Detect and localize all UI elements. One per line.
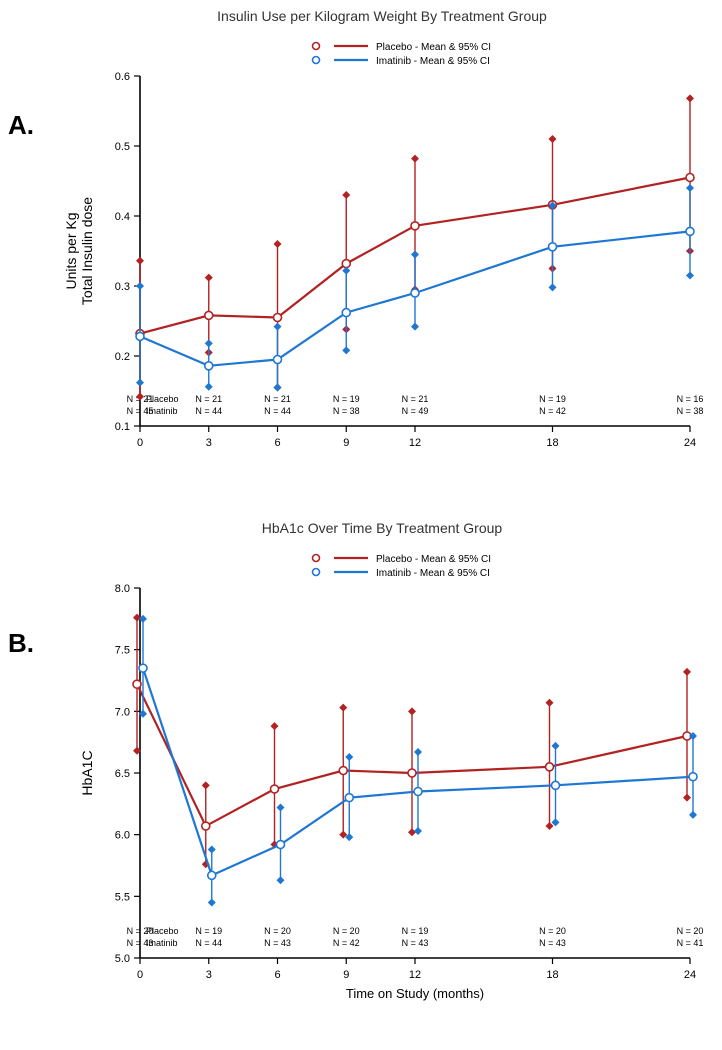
page: A. Insulin Use per Kilogram Weight By Tr… (0, 0, 722, 1050)
svg-text:N = 43: N = 43 (402, 938, 429, 948)
chart-b-wrap: HbA1c Over Time By Treatment Group 5.05.… (52, 520, 712, 1040)
svg-text:7.0: 7.0 (115, 706, 130, 718)
svg-text:12: 12 (409, 969, 421, 981)
svg-text:Placebo - Mean & 95% CI: Placebo - Mean & 95% CI (376, 554, 491, 565)
svg-text:9: 9 (343, 969, 349, 981)
chart-a-wrap: Insulin Use per Kilogram Weight By Treat… (52, 8, 712, 508)
svg-text:0.3: 0.3 (115, 281, 130, 293)
svg-text:6.0: 6.0 (115, 830, 130, 842)
svg-text:5.5: 5.5 (115, 891, 130, 903)
svg-text:N = 43: N = 43 (127, 938, 154, 948)
svg-text:12: 12 (409, 437, 421, 449)
svg-text:3: 3 (206, 437, 212, 449)
svg-text:N = 45: N = 45 (127, 406, 154, 416)
svg-text:N = 16: N = 16 (677, 394, 704, 404)
chart-a-title: Insulin Use per Kilogram Weight By Treat… (52, 8, 712, 24)
svg-text:N = 43: N = 43 (539, 938, 566, 948)
svg-text:0: 0 (137, 437, 143, 449)
svg-text:N = 42: N = 42 (333, 938, 360, 948)
svg-text:Imatinib - Mean & 95% CI: Imatinib - Mean & 95% CI (376, 56, 490, 67)
svg-text:N = 44: N = 44 (195, 406, 222, 416)
svg-text:N = 19: N = 19 (539, 394, 566, 404)
svg-text:N = 21: N = 21 (195, 394, 222, 404)
svg-text:HbA1C: HbA1C (79, 750, 95, 795)
svg-text:N = 21: N = 21 (264, 394, 291, 404)
svg-text:Time on Study (months): Time on Study (months) (346, 986, 484, 1001)
svg-text:Imatinib - Mean & 95% CI: Imatinib - Mean & 95% CI (376, 568, 490, 579)
svg-text:N = 38: N = 38 (333, 406, 360, 416)
svg-text:24: 24 (684, 969, 696, 981)
svg-text:18: 18 (546, 969, 558, 981)
svg-text:3: 3 (206, 969, 212, 981)
svg-text:N = 20: N = 20 (677, 926, 704, 936)
svg-text:9: 9 (343, 437, 349, 449)
svg-text:N = 19: N = 19 (333, 394, 360, 404)
svg-text:N = 20: N = 20 (127, 926, 154, 936)
svg-text:N = 44: N = 44 (195, 938, 222, 948)
svg-text:Units per Kg: Units per Kg (63, 212, 79, 289)
chart-a-svg: 0.1 0.2 0.3 0.4 0.5 0.6 0 3 6 9 12 18 24 Total Insuli… (52, 8, 712, 508)
svg-text:Total Insulin dose: Total Insulin dose (79, 197, 95, 305)
svg-text:0.6: 0.6 (115, 71, 130, 83)
svg-text:N = 42: N = 42 (539, 406, 566, 416)
svg-text:6: 6 (274, 437, 280, 449)
svg-text:N = 41: N = 41 (677, 938, 704, 948)
svg-text:N = 19: N = 19 (402, 926, 429, 936)
svg-text:N = 19: N = 19 (195, 926, 222, 936)
svg-text:18: 18 (546, 437, 558, 449)
svg-text:Placebo - Mean & 95% CI: Placebo - Mean & 95% CI (376, 42, 491, 53)
svg-text:0.1: 0.1 (115, 421, 130, 433)
svg-text:N = 38: N = 38 (677, 406, 704, 416)
svg-text:0.2: 0.2 (115, 351, 130, 363)
chart-b-title: HbA1c Over Time By Treatment Group (52, 520, 712, 536)
svg-text:N = 43: N = 43 (264, 938, 291, 948)
svg-text:8.0: 8.0 (115, 583, 130, 595)
svg-text:N = 20: N = 20 (333, 926, 360, 936)
svg-text:6.5: 6.5 (115, 768, 130, 780)
panel-b-label: B. (8, 628, 34, 659)
svg-text:24: 24 (684, 437, 696, 449)
chart-b-svg: 5.0 5.5 6.0 6.5 7.0 7.5 8.0 0 3 6 9 12 18 24 HbA1C Time… (52, 520, 712, 1040)
svg-text:5.0: 5.0 (115, 953, 130, 965)
svg-text:0: 0 (137, 969, 143, 981)
svg-text:0.4: 0.4 (115, 211, 130, 223)
svg-text:N = 21: N = 21 (402, 394, 429, 404)
panel-a-label: A. (8, 110, 34, 141)
svg-text:0.5: 0.5 (115, 141, 130, 153)
svg-text:N = 20: N = 20 (539, 926, 566, 936)
svg-text:N = 44: N = 44 (264, 406, 291, 416)
svg-text:6: 6 (274, 969, 280, 981)
svg-text:N = 20: N = 20 (264, 926, 291, 936)
svg-text:N = 49: N = 49 (402, 406, 429, 416)
svg-text:7.5: 7.5 (115, 645, 130, 657)
